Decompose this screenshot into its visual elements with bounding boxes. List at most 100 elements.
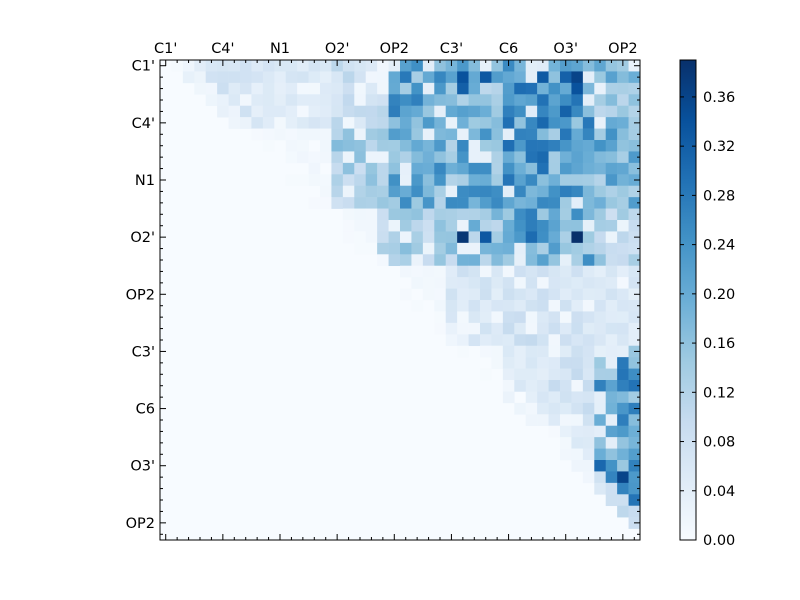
heatmap-cell	[548, 334, 561, 347]
heatmap-cell	[365, 220, 378, 232]
heatmap-cell	[411, 208, 424, 221]
heatmap-cell	[514, 345, 527, 358]
heatmap-cell	[537, 208, 549, 221]
heatmap-cell	[628, 82, 641, 95]
heatmap-cell	[445, 254, 458, 267]
heatmap-cell	[582, 162, 595, 175]
heatmap-cell	[548, 162, 561, 175]
heatmap-cell	[537, 105, 549, 118]
heatmap-cell	[617, 265, 629, 278]
heatmap-cell	[422, 197, 435, 209]
heatmap-cell	[628, 208, 641, 221]
heatmap-cell	[537, 368, 549, 381]
heatmap-cell	[514, 94, 527, 107]
colorbar-tick-label: 0.12	[703, 385, 735, 401]
heatmap-cell	[617, 368, 629, 381]
colorbar-tick-label: 0.08	[703, 435, 735, 451]
heatmap-cell	[594, 242, 607, 255]
heatmap-cell	[594, 322, 607, 335]
colorbar-tick-label: 0.20	[703, 287, 735, 303]
heatmap-cell	[502, 368, 515, 381]
heatmap-cell	[502, 94, 515, 107]
heatmap-cell	[365, 117, 378, 129]
heatmap-cell	[628, 151, 641, 164]
heatmap-cell	[605, 482, 618, 495]
heatmap-cell	[400, 254, 412, 267]
heatmap-cell	[251, 117, 264, 129]
heatmap-cell	[331, 151, 344, 164]
heatmap-cell	[537, 151, 549, 164]
heatmap-cell	[525, 288, 538, 301]
heatmap-cell	[491, 345, 504, 358]
heatmap-cell	[502, 277, 515, 289]
heatmap-cell	[320, 151, 332, 164]
colorbar-tick-label: 0.28	[703, 188, 735, 204]
heatmap-cell	[594, 300, 607, 312]
heatmap-cell	[605, 322, 618, 335]
heatmap-cell	[228, 71, 241, 84]
heatmap-cell	[628, 140, 641, 152]
heatmap-cell	[285, 151, 298, 164]
heatmap-cell	[548, 357, 561, 369]
heatmap-cell	[468, 151, 481, 164]
heatmap-cell	[434, 322, 447, 335]
heatmap-cell	[617, 471, 629, 484]
heatmap-cell	[548, 277, 561, 289]
heatmap-cell	[560, 208, 572, 221]
heatmap-cell	[548, 174, 561, 187]
heatmap-cell	[582, 254, 595, 267]
heatmap-cell	[525, 208, 538, 221]
heatmap-cell	[320, 117, 332, 129]
heatmap-cell	[285, 82, 298, 95]
heatmap-cell	[468, 82, 481, 95]
heatmap-cell	[194, 71, 207, 84]
heatmap-cell	[594, 254, 607, 267]
heatmap-cell	[434, 60, 447, 72]
heatmap-cell	[594, 140, 607, 152]
heatmap-cell	[422, 174, 435, 187]
heatmap-cell	[308, 174, 321, 187]
heatmap-cell	[228, 117, 241, 129]
heatmap-cell	[434, 174, 447, 187]
heatmap-cell	[331, 71, 344, 84]
heatmap-cell	[365, 105, 378, 118]
heatmap-cell	[297, 140, 309, 152]
heatmap-cell	[457, 231, 469, 244]
heatmap-cell	[514, 60, 527, 72]
heatmap-cell	[400, 265, 412, 278]
heatmap-cell	[594, 174, 607, 187]
heatmap-cell	[274, 82, 287, 95]
heatmap-cell	[434, 311, 447, 324]
heatmap-cell	[388, 220, 401, 232]
heatmap-cell	[537, 82, 549, 95]
heatmap-cell	[331, 94, 344, 107]
heatmap-cell	[434, 300, 447, 312]
heatmap-cell	[491, 151, 504, 164]
heatmap-cell	[480, 277, 492, 289]
heatmap-cell	[525, 414, 538, 427]
heatmap-cell	[605, 460, 618, 472]
heatmap-cell	[605, 265, 618, 278]
heatmap-cell	[251, 105, 264, 118]
heatmap-cell	[297, 71, 309, 84]
heatmap-cell	[582, 60, 595, 72]
heatmap-cell	[434, 242, 447, 255]
heatmap-cell	[457, 82, 469, 95]
heatmap-cell	[491, 254, 504, 267]
heatmap-cell	[525, 345, 538, 358]
heatmap-cell	[582, 265, 595, 278]
heatmap-cell	[365, 71, 378, 84]
heatmap-cell	[480, 162, 492, 175]
heatmap-cell	[400, 197, 412, 209]
heatmap-cell	[491, 185, 504, 198]
x-tick-labels: C1' C4' N1 O2' OP2 C3' C6 O3' OP2	[154, 41, 638, 57]
heatmap-cell	[617, 505, 629, 518]
heatmap-cell	[445, 231, 458, 244]
heatmap-cell	[594, 185, 607, 198]
heatmap-cell	[548, 208, 561, 221]
heatmap-cell	[628, 391, 641, 404]
heatmap-cell	[514, 220, 527, 232]
heatmap-cell	[457, 162, 469, 175]
heatmap-cell	[582, 94, 595, 107]
heatmap-cell	[617, 494, 629, 507]
